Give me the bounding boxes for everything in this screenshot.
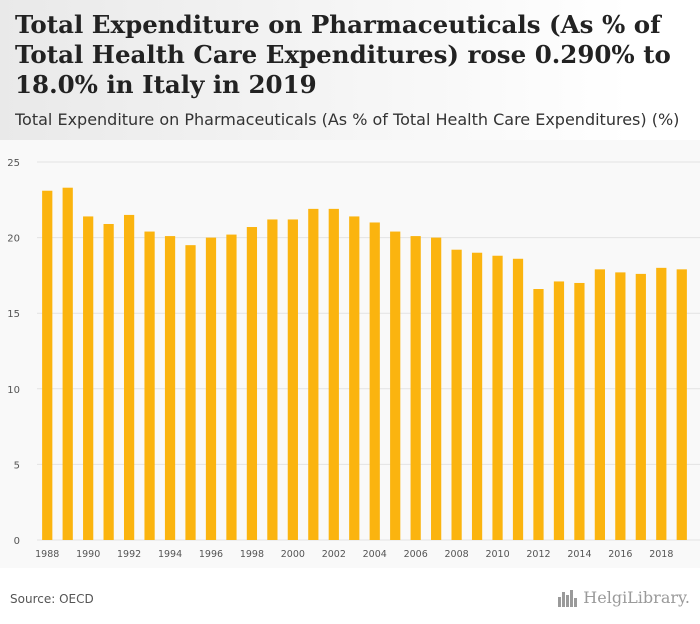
- brand-logo[interactable]: HelgiLibrary.: [557, 588, 690, 607]
- x-tick-label: 1988: [35, 549, 59, 560]
- footer: Source: OECD HelgiLibrary.: [0, 568, 700, 624]
- bar-1996[interactable]: [205, 237, 217, 540]
- y-tick-label: 0: [14, 536, 20, 547]
- x-tick-label: 2018: [649, 549, 673, 560]
- bar-2001[interactable]: [308, 208, 319, 540]
- bar-2012[interactable]: [533, 289, 544, 540]
- x-tick-label: 2014: [567, 549, 591, 560]
- bar-1998[interactable]: [246, 227, 258, 540]
- bar-2009[interactable]: [471, 252, 483, 540]
- bar-2016[interactable]: [615, 272, 626, 540]
- bar-1990[interactable]: [83, 216, 94, 540]
- bar-1989[interactable]: [62, 187, 73, 540]
- city-skyline-icon: [558, 589, 578, 607]
- x-tick-label: 2002: [322, 549, 346, 560]
- bar-2019[interactable]: [676, 269, 687, 540]
- bar-1988[interactable]: [42, 190, 53, 541]
- bar-1994[interactable]: [164, 236, 176, 540]
- chart-subtitle: Total Expenditure on Pharmaceuticals (As…: [15, 110, 680, 129]
- bar-2008[interactable]: [451, 249, 462, 540]
- bar-2011[interactable]: [512, 258, 524, 540]
- x-tick-label: 1992: [117, 549, 141, 560]
- bar-1997[interactable]: [226, 234, 237, 540]
- bar-1995[interactable]: [185, 245, 196, 540]
- x-tick-label: 1994: [158, 549, 182, 560]
- source-note: Source: OECD: [10, 592, 94, 606]
- chart-area: 0 5 10 15 20 25 1988 1990 1992 1994 1996 1998 2000 20…: [0, 140, 700, 568]
- bar-1992[interactable]: [123, 214, 135, 541]
- bar-1999[interactable]: [267, 219, 278, 540]
- bar-2018[interactable]: [656, 267, 667, 540]
- bar-chart: 0 5 10 15 20 25 1988 1990 1992 1994 1996 1998 2000 20…: [7, 158, 700, 560]
- x-tick-label: 2016: [608, 549, 632, 560]
- bar-2007[interactable]: [431, 237, 442, 540]
- brand-name: HelgiLibrary.: [583, 588, 690, 607]
- y-tick-label: 5: [14, 460, 20, 471]
- bar-2014[interactable]: [574, 282, 585, 540]
- x-tick-label: 2004: [363, 549, 387, 560]
- bar-2002[interactable]: [328, 208, 339, 540]
- x-tick-label: 1990: [76, 549, 100, 560]
- x-tick-label: 2012: [526, 549, 550, 560]
- header: Total Expenditure on Pharmaceuticals (As…: [0, 0, 700, 140]
- x-tick-label: 1996: [199, 549, 223, 560]
- bar-2006[interactable]: [410, 236, 421, 540]
- y-tick-label: 25: [7, 158, 20, 169]
- page-title: Total Expenditure on Pharmaceuticals (As…: [15, 10, 671, 99]
- bar-2004[interactable]: [369, 222, 380, 540]
- x-tick-label: 1998: [240, 549, 264, 560]
- x-tick-label: 2010: [485, 549, 509, 560]
- bar-2010[interactable]: [492, 255, 503, 540]
- y-tick-label: 15: [7, 309, 20, 320]
- bar-2017[interactable]: [635, 273, 646, 540]
- bar-1991[interactable]: [103, 223, 114, 540]
- x-tick-label: 2000: [281, 549, 305, 560]
- x-tick-label: 2006: [404, 549, 428, 560]
- y-tick-label: 10: [7, 385, 20, 396]
- bar-2015[interactable]: [594, 269, 605, 540]
- bar-2005[interactable]: [390, 231, 401, 541]
- bar-2000[interactable]: [287, 219, 298, 540]
- y-tick-label: 20: [7, 234, 20, 245]
- bar-2003[interactable]: [349, 216, 360, 540]
- bar-1993[interactable]: [144, 231, 155, 541]
- bar-2013[interactable]: [553, 281, 565, 540]
- x-tick-label: 2008: [445, 549, 469, 560]
